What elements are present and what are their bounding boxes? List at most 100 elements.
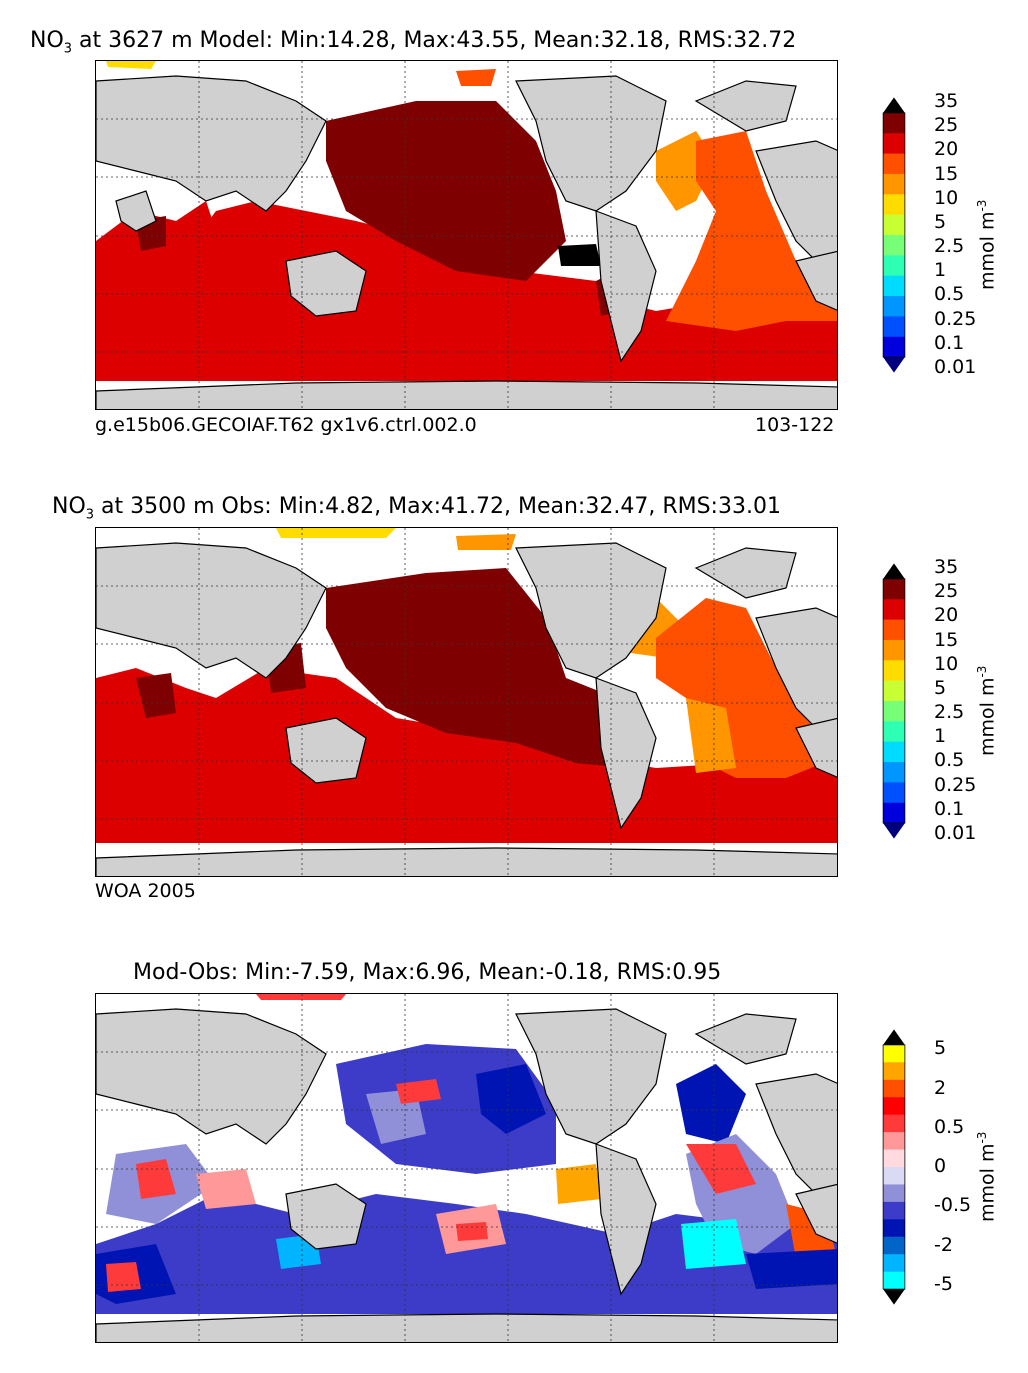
colorbar-tick-label: 0.01 <box>934 821 977 844</box>
colorbar-band <box>883 1132 905 1150</box>
colorbar-tick-label: 25 <box>934 580 959 603</box>
map-model <box>96 61 837 409</box>
colorbar-band <box>883 680 905 702</box>
colorbar-obs <box>882 563 906 839</box>
unit-label-obs: mmol m-3 <box>975 666 998 756</box>
colorbar-tick-label: 35 <box>934 556 959 579</box>
map-panel-diff <box>95 993 838 1343</box>
colorbar-band <box>883 782 905 804</box>
title-species: NO <box>52 494 86 519</box>
colorbar-tick-label: 0.5 <box>934 749 965 772</box>
colorbar-band <box>883 701 905 722</box>
title-text: at 3627 m Model: Min:14.28, Max:43.55, M… <box>72 28 797 53</box>
colorbar-band <box>883 173 905 195</box>
colorbar-band <box>883 1201 905 1220</box>
colorbar-tick-label: 0.5 <box>934 1115 965 1138</box>
colorbar-diff <box>882 1029 906 1305</box>
colorbar-tick-label: 0.25 <box>934 307 977 330</box>
colorbar-tick-label: 10 <box>934 186 959 209</box>
colorbar-bottom-arrow <box>883 1289 905 1305</box>
panel-title-obs: NO3 at 3500 m Obs: Min:4.82, Max:41.72, … <box>52 494 781 522</box>
map-panel-model <box>95 60 838 410</box>
colorbar-band <box>883 194 905 216</box>
colorbar-band <box>883 1184 905 1203</box>
unit-text: mmol m <box>976 677 999 756</box>
colorbar-tick-label: 10 <box>934 652 959 675</box>
colorbar-tick-label: 5 <box>934 676 947 699</box>
colorbar-band <box>883 1254 905 1273</box>
colorbar-tick-label: 15 <box>934 628 959 651</box>
title-text: at 3500 m Obs: Min:4.82, Max:41.72, Mean… <box>94 494 781 519</box>
colorbar-frame <box>882 1044 906 1290</box>
colorbar-top-arrow <box>883 1029 905 1045</box>
colorbar-tick-label: 5 <box>934 210 947 233</box>
colorbar-tick-label: 2.5 <box>934 701 965 724</box>
title-subscript: 3 <box>63 41 73 57</box>
colorbar-tick-label: 0.25 <box>934 773 977 796</box>
caption-right-model: 103-122 <box>755 414 835 436</box>
colorbar-tick-label: -5 <box>934 1272 953 1295</box>
colorbar-band <box>883 1236 905 1255</box>
colorbar-tick-label: 0.01 <box>934 355 977 378</box>
colorbar-band <box>883 1079 905 1098</box>
title-subscript: 3 <box>85 507 95 523</box>
colorbar-band <box>883 1097 905 1116</box>
title-text: Mod-Obs: Min:-7.59, Max:6.96, Mean:-0.18… <box>133 960 722 985</box>
colorbar-tick-label: 1 <box>934 725 947 748</box>
colorbar-band <box>883 1114 905 1133</box>
colorbar-band <box>883 275 905 297</box>
colorbar-band <box>883 660 905 682</box>
colorbar-tick-label: 20 <box>934 138 959 161</box>
title-species: NO <box>30 28 64 53</box>
colorbar-tick-label: 20 <box>934 604 959 627</box>
colorbar-top-arrow <box>883 563 905 579</box>
colorbar-frame <box>882 112 906 358</box>
panel-title-diff: Mod-Obs: Min:-7.59, Max:6.96, Mean:-0.18… <box>133 960 721 985</box>
colorbar-tick-label: 2 <box>934 1076 947 1099</box>
unit-text: mmol m <box>976 1143 999 1222</box>
unit-label-diff: mmol m-3 <box>975 1132 998 1222</box>
unit-exponent: -3 <box>975 199 989 212</box>
unit-label-model: mmol m-3 <box>975 200 998 290</box>
colorbar-tick-label: 0.1 <box>934 797 965 820</box>
colorbar-band <box>883 578 905 600</box>
colorbar-band <box>883 1149 905 1168</box>
colorbar-band <box>883 133 905 154</box>
caption-left-obs: WOA 2005 <box>95 880 196 902</box>
unit-exponent: -3 <box>975 1131 989 1144</box>
colorbar-band <box>883 639 905 661</box>
colorbar-tick-label: 15 <box>934 162 959 185</box>
colorbar-tick-label: 2.5 <box>934 235 965 258</box>
colorbar-band <box>883 619 905 641</box>
map-diff <box>96 994 837 1342</box>
colorbar-band <box>883 316 905 338</box>
colorbar-bottom-arrow <box>883 357 905 373</box>
panel-title-model: NO3 at 3627 m Model: Min:14.28, Max:43.5… <box>30 28 796 56</box>
map-panel-obs <box>95 527 838 877</box>
colorbar-top-arrow <box>883 97 905 113</box>
colorbar-tick-label: 1 <box>934 259 947 282</box>
colorbar-band <box>883 802 905 824</box>
colorbar-band <box>883 1167 905 1185</box>
colorbar-frame <box>882 578 906 824</box>
colorbar-tick-label: 0 <box>934 1155 947 1177</box>
colorbar-band <box>883 336 905 358</box>
colorbar-band <box>883 1044 905 1063</box>
colorbar-band <box>883 153 905 175</box>
colorbar-band <box>883 721 905 743</box>
colorbar-tick-label: -2 <box>934 1233 953 1256</box>
unit-text: mmol m <box>976 211 999 290</box>
colorbar-band <box>883 255 905 277</box>
map-obs <box>96 528 837 876</box>
colorbar-tick-label: 35 <box>934 90 959 113</box>
colorbar-band <box>883 296 905 317</box>
colorbar-band <box>883 214 905 236</box>
colorbar-bottom-arrow <box>883 823 905 839</box>
colorbar-band <box>883 235 905 256</box>
colorbar-model <box>882 97 906 373</box>
colorbar-tick-label: 0.1 <box>934 331 965 354</box>
colorbar-band <box>883 599 905 620</box>
unit-exponent: -3 <box>975 665 989 678</box>
colorbar-band <box>883 1271 905 1290</box>
colorbar-band <box>883 1062 905 1081</box>
